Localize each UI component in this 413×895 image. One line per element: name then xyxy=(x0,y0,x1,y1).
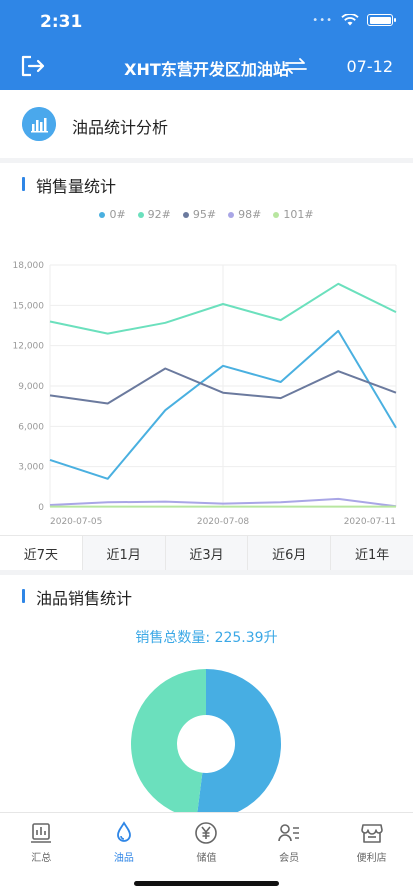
y-tick-label: 0 xyxy=(38,503,44,513)
more-dots-icon: ••• xyxy=(312,14,333,26)
title-accent xyxy=(22,177,25,191)
sales-line-chart: 0 3,000 6,000 9,000 12,000 15,000 18,000 2020-0… xyxy=(13,261,397,527)
legend-dot xyxy=(137,211,144,218)
bar-chart-icon xyxy=(22,107,56,141)
period-tab[interactable]: 近1月 xyxy=(81,536,165,570)
battery-icon xyxy=(367,14,396,26)
yen-icon xyxy=(195,822,218,844)
period-tab[interactable]: 近1年 xyxy=(330,536,413,570)
home-indicator xyxy=(134,881,279,886)
series-line xyxy=(49,367,397,405)
member-icon xyxy=(278,824,300,842)
swap-icon[interactable] xyxy=(285,58,307,74)
legend-dot xyxy=(273,211,280,218)
period-tab[interactable]: 近3月 xyxy=(164,536,248,570)
nav-item[interactable]: 会员 xyxy=(248,813,331,895)
y-tick-label: 3,000 xyxy=(18,463,44,473)
y-tick-label: 9,000 xyxy=(18,382,44,392)
nav-label: 便利店 xyxy=(356,853,387,864)
series-line xyxy=(49,329,397,480)
nav-item[interactable]: 油品 xyxy=(83,813,166,895)
legend-label: 92# xyxy=(147,208,171,221)
total-quantity: 销售总数量: 225.39升 xyxy=(135,630,278,646)
legend-item[interactable]: 98# xyxy=(228,208,261,221)
legend-item[interactable]: 95# xyxy=(182,208,217,221)
nav-label: 储值 xyxy=(196,853,217,864)
x-tick-label: 2020-07-11 xyxy=(344,517,396,527)
donut-slice xyxy=(197,669,281,812)
nav-item[interactable]: 便利店 xyxy=(330,813,413,895)
legend-item[interactable]: 0# xyxy=(99,208,126,221)
status-icons: ••• xyxy=(312,14,396,26)
nav-label: 油品 xyxy=(113,853,134,864)
legend-label: 101# xyxy=(283,208,314,221)
y-tick-label: 15,000 xyxy=(13,301,45,311)
x-tick-label: 2020-07-05 xyxy=(50,517,102,527)
period-tab[interactable]: 近7天 xyxy=(0,536,82,570)
y-tick-label: 18,000 xyxy=(13,261,45,271)
legend-dot xyxy=(228,211,235,218)
nav-label: 会员 xyxy=(279,853,300,864)
status-time: 2:31 xyxy=(40,12,83,32)
series-line xyxy=(49,282,397,335)
store-icon xyxy=(360,824,383,843)
header-date[interactable]: 07-12 xyxy=(346,57,394,76)
station-title: XHT东营开发区加油站 xyxy=(124,60,289,79)
y-tick-label: 12,000 xyxy=(13,342,45,352)
summary-icon xyxy=(31,823,52,843)
section-title: 油品统计分析 xyxy=(72,118,169,137)
wifi-icon xyxy=(341,14,359,26)
x-tick-label: 2020-07-08 xyxy=(197,517,250,527)
series-line xyxy=(49,497,397,508)
sales-volume-title: 销售量统计 xyxy=(36,177,117,196)
legend-item[interactable]: 101# xyxy=(273,208,314,221)
oil-sales-title: 油品销售统计 xyxy=(36,589,133,608)
title-accent xyxy=(22,589,25,603)
oil-sales-card: 油品销售统计 销售总数量: 225.39升 xyxy=(0,575,413,812)
logout-icon[interactable] xyxy=(20,54,46,78)
legend-item[interactable]: 92# xyxy=(137,208,171,221)
legend-dot xyxy=(99,211,106,218)
legend-label: 95# xyxy=(192,208,217,221)
period-tab[interactable]: 近6月 xyxy=(247,536,331,570)
legend-label: 0# xyxy=(109,208,126,221)
oil-drop-icon xyxy=(116,821,131,842)
legend-label: 98# xyxy=(238,208,262,221)
legend-dot xyxy=(182,211,189,218)
sales-volume-card: 销售量统计 0# 92# 95# 98# 101# 0 3,000 6,000 9,000 12… xyxy=(0,163,413,570)
chart-legend: 0# 92# 95# 98# 101# xyxy=(0,208,413,221)
oil-donut-chart xyxy=(131,669,281,812)
nav-label: 汇总 xyxy=(31,853,52,864)
nav-item[interactable]: 储值 xyxy=(165,813,248,895)
period-tabs: 近7天 近1月 近3月 近6月 近1年 xyxy=(0,535,413,570)
header: 2:31 ••• XHT东营开发区加油站 07-12 xyxy=(0,0,413,90)
nav-item[interactable]: 汇总 xyxy=(0,813,83,895)
donut-slice xyxy=(131,669,206,812)
y-tick-label: 6,000 xyxy=(18,422,44,432)
section-header: 油品统计分析 xyxy=(0,90,413,158)
